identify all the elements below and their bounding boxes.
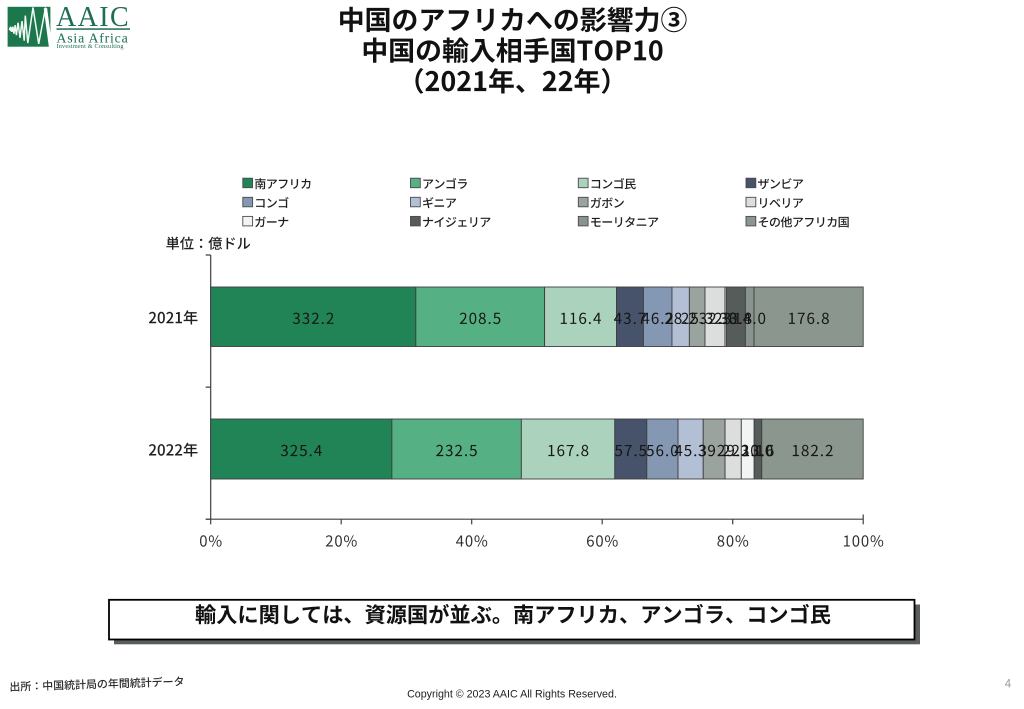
svg-text:4: 4 <box>1005 679 1012 691</box>
svg-text:AAIC: AAIC <box>56 2 130 33</box>
svg-text:Asia Africa: Asia Africa <box>57 30 129 45</box>
svg-text:Investment & Consulting: Investment & Consulting <box>57 43 124 50</box>
svg-text:Copyright © 2023 AAIC All Righ: Copyright © 2023 AAIC All Rights Reserve… <box>407 689 617 701</box>
